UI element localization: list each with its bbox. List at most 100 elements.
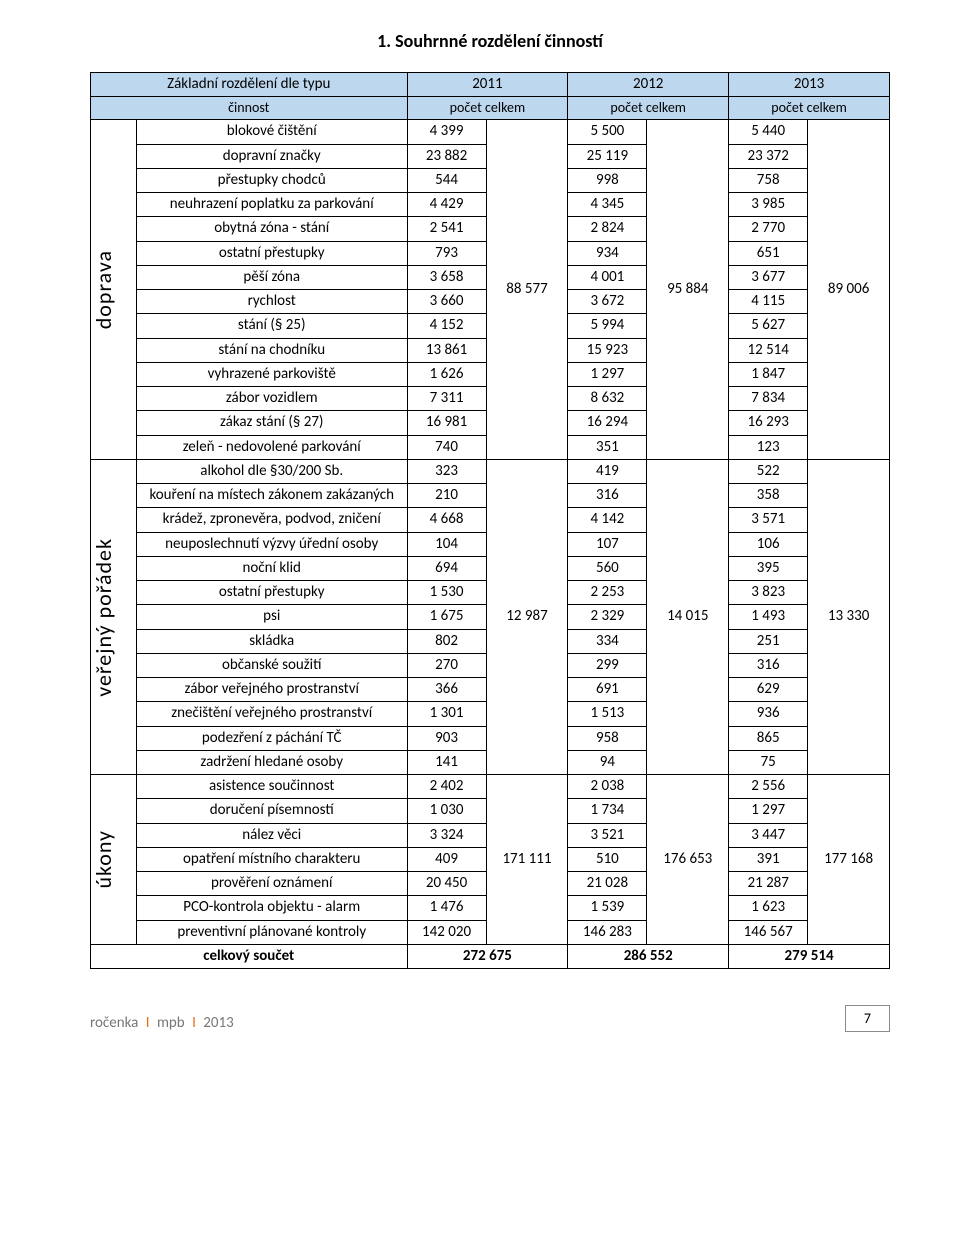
cell-value: 270	[407, 653, 486, 677]
cell-value: 2 329	[568, 605, 647, 629]
cell-value: 2 556	[729, 775, 808, 799]
table-row: úkonyasistence součinnost2 402171 1112 0…	[91, 775, 890, 799]
cell-value: 903	[407, 726, 486, 750]
group-total: 176 653	[647, 775, 729, 945]
group-total: 14 015	[647, 459, 729, 774]
cell-value: 316	[729, 653, 808, 677]
cell-value: 2 824	[568, 217, 647, 241]
row-label: pěší zóna	[136, 265, 407, 289]
cell-value: 3 521	[568, 823, 647, 847]
total-row: celkový součet272 675286 552279 514	[91, 944, 890, 968]
cell-value: 323	[407, 459, 486, 483]
cell-value: 25 119	[568, 144, 647, 168]
row-label: skládka	[136, 629, 407, 653]
cell-value: 1 623	[729, 896, 808, 920]
cell-value: 146 567	[729, 920, 808, 944]
cell-value: 366	[407, 678, 486, 702]
row-label: noční klid	[136, 556, 407, 580]
cell-value: 2 253	[568, 581, 647, 605]
row-label: opatření místního charakteru	[136, 847, 407, 871]
cell-value: 316	[568, 484, 647, 508]
footer-part-3: 2013	[203, 1014, 233, 1032]
group-total: 171 111	[486, 775, 568, 945]
cell-value: 4 399	[407, 120, 486, 144]
cell-value: 694	[407, 556, 486, 580]
row-label: občanské soužití	[136, 653, 407, 677]
cell-value: 4 001	[568, 265, 647, 289]
header-top-label: Základní rozdělení dle typu	[91, 73, 408, 97]
cell-value: 299	[568, 653, 647, 677]
cell-value: 334	[568, 629, 647, 653]
category-cell: úkony	[91, 775, 137, 945]
group-total: 88 577	[486, 120, 568, 460]
cell-value: 12 514	[729, 338, 808, 362]
cell-value: 793	[407, 241, 486, 265]
category-label: úkony	[91, 830, 116, 889]
row-label: ostatní přestupky	[136, 581, 407, 605]
cell-value: 3 985	[729, 193, 808, 217]
cell-value: 740	[407, 435, 486, 459]
footer-part-1: ročenka	[90, 1014, 138, 1032]
cell-value: 934	[568, 241, 647, 265]
cell-value: 16 294	[568, 411, 647, 435]
cell-value: 8 632	[568, 387, 647, 411]
footer-sep-icon: I	[142, 1014, 154, 1032]
header-count-label: počet celkem	[729, 97, 890, 120]
cell-value: 3 447	[729, 823, 808, 847]
group-total: 89 006	[808, 120, 890, 460]
page-title: 1. Souhrnné rozdělení činností	[90, 30, 890, 52]
row-label: neuhrazení poplatku za parkování	[136, 193, 407, 217]
footer-text: ročenka I mpb I 2013	[90, 1014, 234, 1032]
page-footer: ročenka I mpb I 2013 7	[90, 1005, 890, 1032]
cell-value: 3 324	[407, 823, 486, 847]
header-count-label: počet celkem	[407, 97, 568, 120]
cell-value: 2 541	[407, 217, 486, 241]
table-row: veřejný pořádekalkohol dle §30/200 Sb.32…	[91, 459, 890, 483]
cell-value: 1 847	[729, 362, 808, 386]
cell-value: 20 450	[407, 872, 486, 896]
cell-value: 4 115	[729, 290, 808, 314]
cell-value: 146 283	[568, 920, 647, 944]
cell-value: 7 834	[729, 387, 808, 411]
category-label: doprava	[91, 250, 116, 329]
cell-value: 15 923	[568, 338, 647, 362]
cell-value: 4 345	[568, 193, 647, 217]
row-label: blokové čištění	[136, 120, 407, 144]
table-row: dopravablokové čištění4 39988 5775 50095…	[91, 120, 890, 144]
cell-value: 2 402	[407, 775, 486, 799]
total-value: 279 514	[729, 944, 890, 968]
cell-value: 107	[568, 532, 647, 556]
cell-value: 1 476	[407, 896, 486, 920]
category-cell: veřejný pořádek	[91, 459, 137, 774]
cell-value: 106	[729, 532, 808, 556]
cell-value: 3 672	[568, 290, 647, 314]
cell-value: 3 660	[407, 290, 486, 314]
footer-part-2: mpb	[157, 1014, 185, 1032]
cell-value: 358	[729, 484, 808, 508]
cell-value: 1 301	[407, 702, 486, 726]
cell-value: 3 823	[729, 581, 808, 605]
cell-value: 510	[568, 847, 647, 871]
group-total: 13 330	[808, 459, 890, 774]
cell-value: 23 882	[407, 144, 486, 168]
cell-value: 629	[729, 678, 808, 702]
cell-value: 75	[729, 750, 808, 774]
cell-value: 4 142	[568, 508, 647, 532]
row-label: přestupky chodců	[136, 168, 407, 192]
total-value: 272 675	[407, 944, 568, 968]
cell-value: 1 513	[568, 702, 647, 726]
row-label: stání (§ 25)	[136, 314, 407, 338]
cell-value: 5 500	[568, 120, 647, 144]
cell-value: 21 028	[568, 872, 647, 896]
cell-value: 419	[568, 459, 647, 483]
row-label: krádež, zpronevěra, podvod, zničení	[136, 508, 407, 532]
cell-value: 13 861	[407, 338, 486, 362]
cell-value: 16 981	[407, 411, 486, 435]
row-label: psi	[136, 605, 407, 629]
row-label: kouření na místech zákonem zakázaných	[136, 484, 407, 508]
cell-value: 560	[568, 556, 647, 580]
page-number: 7	[845, 1005, 890, 1032]
cell-value: 251	[729, 629, 808, 653]
row-label: alkohol dle §30/200 Sb.	[136, 459, 407, 483]
row-label: vyhrazené parkoviště	[136, 362, 407, 386]
